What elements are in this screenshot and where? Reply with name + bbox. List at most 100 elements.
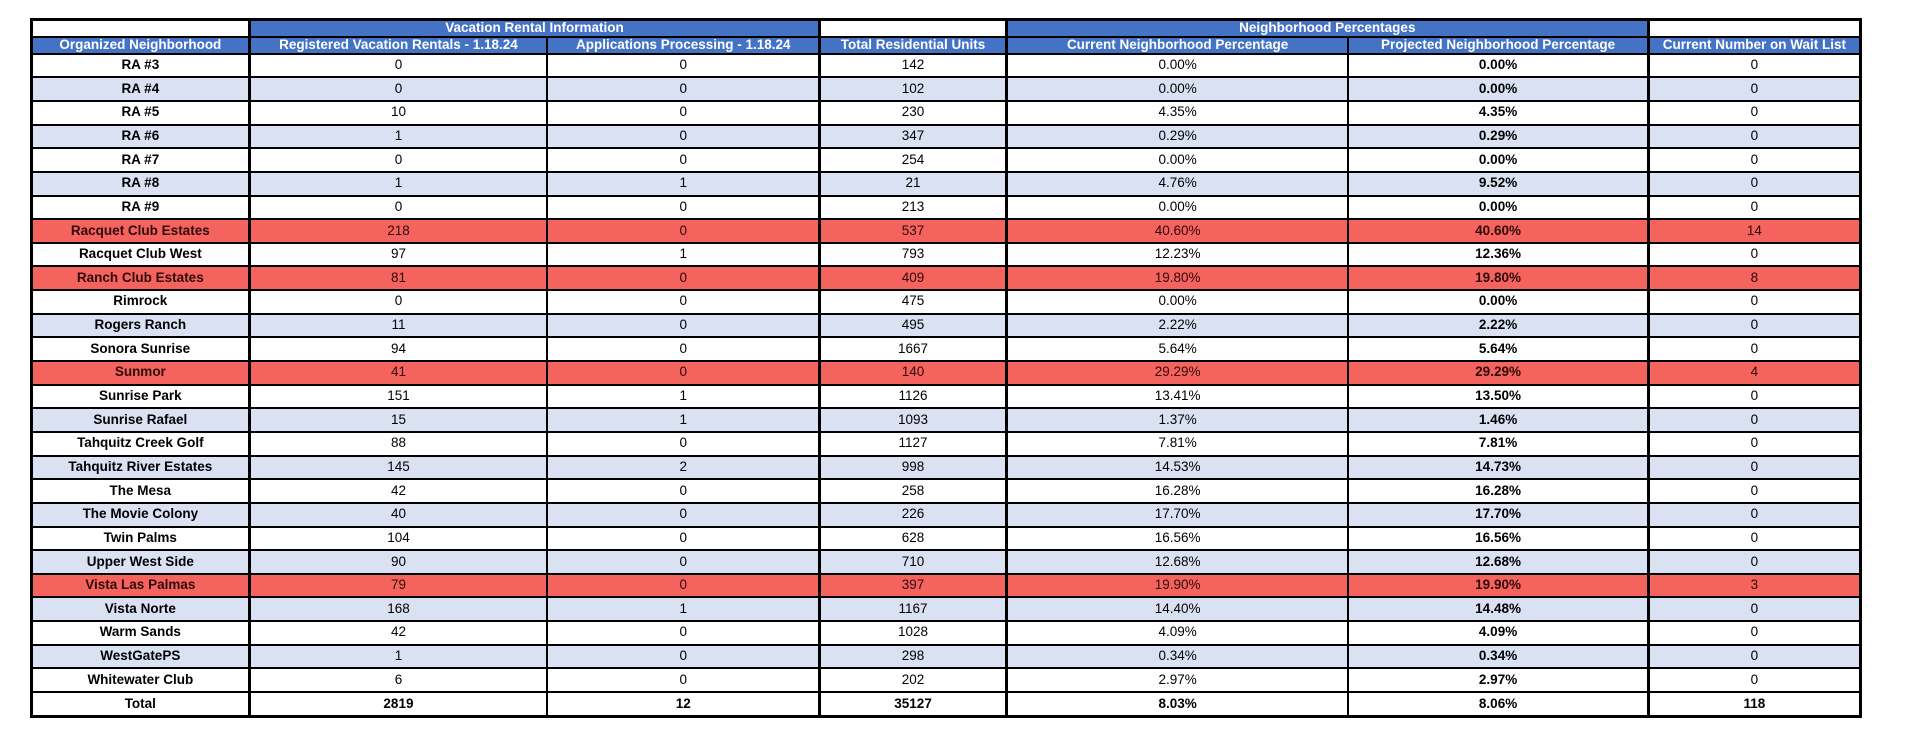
neighborhood-cell: Total	[30, 691, 251, 718]
current-percentage-cell: 1.37%	[1004, 407, 1350, 433]
current-percentage-cell: 0.00%	[1004, 76, 1350, 102]
total-units-cell: 102	[818, 76, 1008, 102]
applications-processing-cell: 0	[546, 549, 821, 575]
applications-processing-cell: 0	[546, 218, 821, 244]
projected-percentage-cell: 0.00%	[1347, 76, 1650, 102]
registered-rentals-cell: 1	[247, 123, 549, 150]
applications-processing-cell: 12	[546, 691, 821, 718]
total-units-cell: 537	[818, 218, 1008, 244]
table-row: Racquet Club West 97 1 793 12.23% 12.36% 0	[30, 241, 1862, 268]
table-row: RA #5 10 0 230 4.35% 4.35% 0	[30, 99, 1862, 126]
applications-processing-cell: 0	[546, 667, 821, 693]
neighborhood-cell: Tahquitz River Estates	[30, 454, 251, 481]
wait-list-cell: 0	[1646, 336, 1862, 363]
wait-list-cell: 0	[1646, 430, 1862, 457]
current-percentage-cell: 0.00%	[1004, 194, 1350, 221]
projected-percentage-cell: 0.00%	[1347, 52, 1650, 79]
table-row: RA #9 0 0 213 0.00% 0.00% 0	[30, 194, 1862, 221]
registered-rentals-cell: 0	[247, 289, 549, 315]
current-percentage-cell: 4.09%	[1004, 620, 1350, 646]
table-row: RA #6 1 0 347 0.29% 0.29% 0	[30, 123, 1862, 150]
registered-rentals-cell: 15	[247, 407, 549, 433]
projected-percentage-cell: 12.36%	[1347, 241, 1650, 268]
applications-processing-cell: 0	[546, 430, 821, 457]
current-percentage-cell: 19.80%	[1004, 265, 1350, 292]
applications-processing-cell: 0	[546, 478, 821, 504]
wait-list-cell: 0	[1646, 289, 1862, 315]
wait-list-cell: 0	[1646, 454, 1862, 481]
projected-percentage-cell: 7.81%	[1347, 430, 1650, 457]
table-row: RA #3 0 0 142 0.00% 0.00% 0	[30, 52, 1862, 79]
total-units-cell: 710	[818, 549, 1008, 575]
wait-list-cell: 0	[1646, 123, 1862, 150]
projected-percentage-cell: 12.68%	[1347, 549, 1650, 575]
projected-percentage-cell: 13.50%	[1347, 383, 1650, 410]
neighborhood-cell: Rogers Ranch	[30, 312, 251, 339]
current-percentage-cell: 40.60%	[1004, 218, 1350, 244]
registered-rentals-cell: 94	[247, 336, 549, 363]
table-row: Vista Norte 168 1 1167 14.40% 14.48% 0	[30, 596, 1862, 623]
current-percentage-cell: 8.03%	[1004, 691, 1350, 718]
column-header-projected-neighborhood-percentage: Projected Neighborhood Percentage	[1347, 35, 1650, 55]
total-units-cell: 409	[818, 265, 1008, 292]
registered-rentals-cell: 11	[247, 312, 549, 339]
applications-processing-cell: 0	[546, 501, 821, 528]
table-row: Tahquitz Creek Golf 88 0 1127 7.81% 7.81% 0	[30, 430, 1862, 457]
current-percentage-cell: 4.76%	[1004, 170, 1350, 197]
current-percentage-cell: 16.28%	[1004, 478, 1350, 504]
applications-processing-cell: 1	[546, 170, 821, 197]
projected-percentage-cell: 19.80%	[1347, 265, 1650, 292]
projected-percentage-cell: 17.70%	[1347, 501, 1650, 528]
applications-processing-cell: 1	[546, 383, 821, 410]
current-percentage-cell: 12.68%	[1004, 549, 1350, 575]
total-units-cell: 226	[818, 501, 1008, 528]
total-units-cell: 140	[818, 360, 1008, 386]
neighborhood-cell: Ranch Club Estates	[30, 265, 251, 292]
column-header-current-number-on-wait-list: Current Number on Wait List	[1646, 35, 1862, 55]
wait-list-cell: 118	[1646, 691, 1862, 718]
wait-list-cell: 0	[1646, 525, 1862, 552]
projected-percentage-cell: 19.90%	[1347, 572, 1650, 599]
projected-percentage-cell: 14.73%	[1347, 454, 1650, 481]
applications-processing-cell: 0	[546, 289, 821, 315]
table-row: Upper West Side 90 0 710 12.68% 12.68% 0	[30, 549, 1862, 575]
table-row: Ranch Club Estates 81 0 409 19.80% 19.80% 8	[30, 265, 1862, 292]
total-units-cell: 258	[818, 478, 1008, 504]
applications-processing-cell: 0	[546, 360, 821, 386]
applications-processing-cell: 0	[546, 76, 821, 102]
total-units-cell: 21	[818, 170, 1008, 197]
current-percentage-cell: 0.00%	[1004, 289, 1350, 315]
applications-processing-cell: 1	[546, 596, 821, 623]
wait-list-cell: 0	[1646, 501, 1862, 528]
projected-percentage-cell: 40.60%	[1347, 218, 1650, 244]
applications-processing-cell: 0	[546, 336, 821, 363]
table-row: The Movie Colony 40 0 226 17.70% 17.70% 0	[30, 501, 1862, 528]
column-header-organized-neighborhood: Organized Neighborhood	[30, 35, 251, 55]
wait-list-cell: 0	[1646, 667, 1862, 693]
current-percentage-cell: 5.64%	[1004, 336, 1350, 363]
total-units-cell: 347	[818, 123, 1008, 150]
neighborhood-cell: WestGatePS	[30, 643, 251, 670]
projected-percentage-cell: 0.00%	[1347, 289, 1650, 315]
group-header-neighborhood-percentages: Neighborhood Percentages	[1004, 18, 1650, 38]
wait-list-cell: 0	[1646, 76, 1862, 102]
projected-percentage-cell: 0.29%	[1347, 123, 1650, 150]
table-row: RA #7 0 0 254 0.00% 0.00% 0	[30, 147, 1862, 173]
table-row: Racquet Club Estates 218 0 537 40.60% 40.60% 1…	[30, 218, 1862, 244]
wait-list-cell: 0	[1646, 312, 1862, 339]
neighborhood-cell: Sunrise Rafael	[30, 407, 251, 433]
registered-rentals-cell: 10	[247, 99, 549, 126]
projected-percentage-cell: 4.35%	[1347, 99, 1650, 126]
current-percentage-cell: 16.56%	[1004, 525, 1350, 552]
projected-percentage-cell: 8.06%	[1347, 691, 1650, 718]
column-header-total-residential-units: Total Residential Units	[818, 35, 1008, 55]
registered-rentals-cell: 42	[247, 620, 549, 646]
applications-processing-cell: 0	[546, 265, 821, 292]
projected-percentage-cell: 1.46%	[1347, 407, 1650, 433]
registered-rentals-cell: 0	[247, 147, 549, 173]
neighborhood-cell: The Movie Colony	[30, 501, 251, 528]
group-header-spacer-middle	[818, 18, 1008, 38]
projected-percentage-cell: 0.00%	[1347, 194, 1650, 221]
wait-list-cell: 0	[1646, 643, 1862, 670]
table-row: Vista Las Palmas 79 0 397 19.90% 19.90% 3	[30, 572, 1862, 599]
